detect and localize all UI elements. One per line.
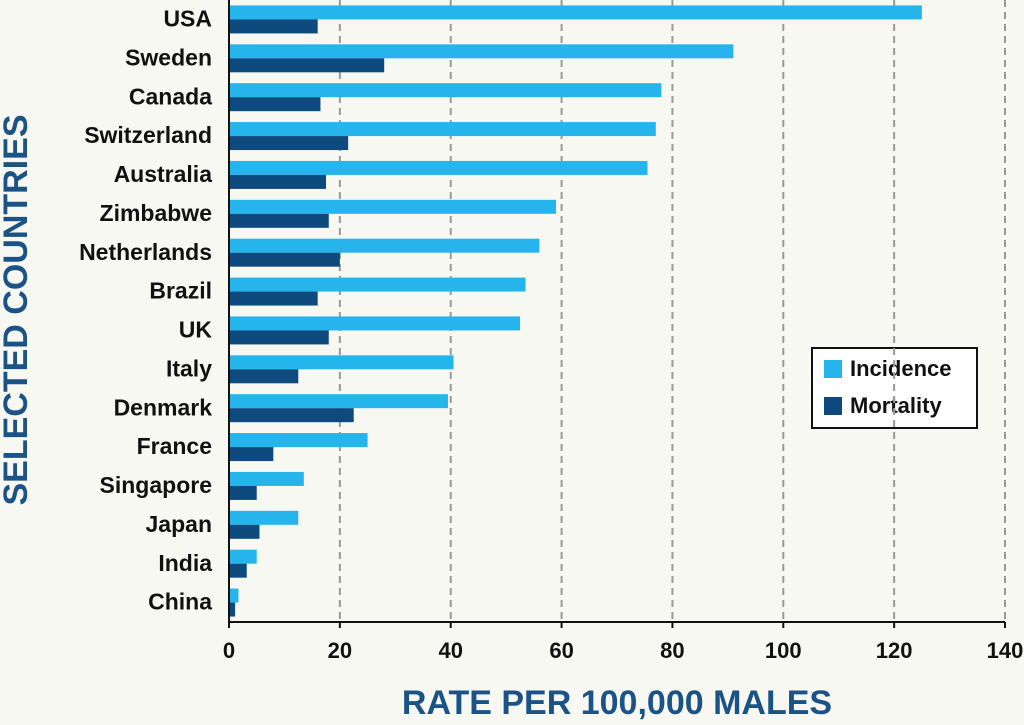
bar bbox=[229, 330, 329, 345]
bar bbox=[229, 58, 385, 73]
bar bbox=[229, 160, 648, 175]
y-tick-label: Italy bbox=[166, 355, 212, 381]
y-tick-label: UK bbox=[179, 317, 213, 343]
bar bbox=[229, 355, 454, 370]
bar bbox=[229, 5, 922, 20]
bar bbox=[229, 316, 520, 331]
bar bbox=[229, 447, 274, 462]
bar bbox=[229, 19, 318, 34]
y-tick-label: Netherlands bbox=[79, 239, 212, 265]
bar bbox=[229, 524, 260, 539]
y-tick-label: Australia bbox=[114, 161, 213, 187]
y-tick-label: Switzerland bbox=[84, 122, 212, 148]
x-tick-label: 0 bbox=[223, 638, 235, 663]
bar bbox=[229, 563, 247, 578]
y-tick-label: Japan bbox=[146, 511, 212, 537]
bar bbox=[229, 549, 257, 564]
bar bbox=[229, 83, 662, 98]
bar bbox=[229, 199, 557, 214]
bar bbox=[229, 136, 349, 151]
bar bbox=[229, 588, 239, 603]
y-tick-label: Zimbabwe bbox=[100, 200, 212, 226]
bar bbox=[229, 485, 257, 500]
bar bbox=[229, 122, 656, 137]
y-tick-label: Canada bbox=[129, 83, 212, 109]
x-axis-title: RATE PER 100,000 MALES bbox=[402, 684, 832, 722]
bar bbox=[229, 369, 299, 384]
x-tick-label: 60 bbox=[549, 638, 573, 663]
legend-swatch bbox=[824, 397, 842, 415]
legend-swatch bbox=[824, 360, 842, 378]
x-tick-label: 120 bbox=[876, 638, 913, 663]
bar bbox=[229, 213, 329, 228]
x-tick-label: 140 bbox=[987, 638, 1024, 663]
bar bbox=[229, 291, 318, 306]
bar bbox=[229, 433, 368, 448]
y-tick-label: India bbox=[158, 550, 212, 576]
bar bbox=[229, 174, 326, 189]
bar bbox=[229, 471, 304, 486]
y-tick-label: Denmark bbox=[114, 394, 213, 420]
bar bbox=[229, 394, 448, 409]
bar bbox=[229, 408, 354, 423]
y-axis-title: SELECTED COUNTRIES bbox=[0, 114, 35, 505]
y-tick-label: Brazil bbox=[149, 278, 212, 304]
bar bbox=[229, 238, 540, 253]
y-tick-label: France bbox=[137, 433, 212, 459]
x-tick-label: 40 bbox=[438, 638, 462, 663]
x-tick-label: 20 bbox=[328, 638, 352, 663]
legend-label: Mortality bbox=[850, 393, 942, 418]
bar bbox=[229, 510, 299, 525]
y-tick-label: USA bbox=[163, 6, 212, 32]
bar bbox=[229, 277, 526, 292]
legend-label: Incidence bbox=[850, 356, 951, 381]
bar bbox=[229, 44, 734, 59]
bar bbox=[229, 252, 340, 267]
bar bbox=[229, 602, 236, 617]
y-tick-label: Singapore bbox=[100, 472, 212, 498]
x-tick-label: 80 bbox=[660, 638, 684, 663]
y-tick-label: Sweden bbox=[125, 44, 212, 70]
bar bbox=[229, 97, 321, 112]
y-tick-label: China bbox=[148, 589, 212, 615]
x-tick-label: 100 bbox=[765, 638, 802, 663]
